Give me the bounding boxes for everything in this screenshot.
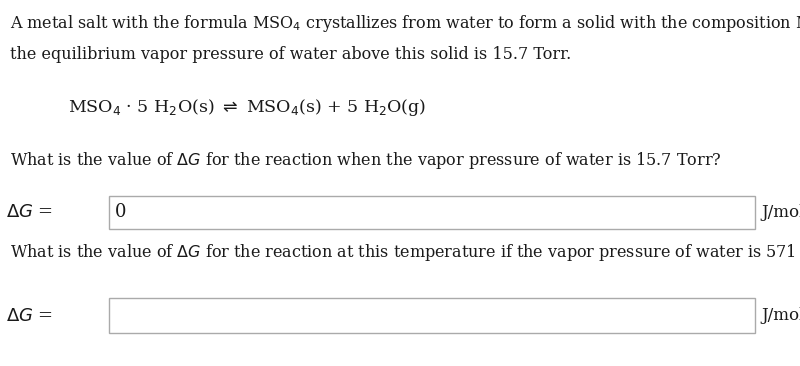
- Text: A metal salt with the formula MSO$_4$ crystallizes from water to form a solid wi: A metal salt with the formula MSO$_4$ cr…: [10, 13, 800, 34]
- Text: $\Delta G$ =: $\Delta G$ =: [6, 203, 54, 221]
- Text: MSO$_4$ · 5 H$_2$O(s) $\rightleftharpoons$ MSO$_4$(s) + 5 H$_2$O(g): MSO$_4$ · 5 H$_2$O(s) $\rightleftharpoon…: [68, 97, 426, 118]
- Text: J/mol: J/mol: [762, 204, 800, 221]
- Text: 0: 0: [115, 203, 126, 221]
- FancyBboxPatch shape: [109, 196, 755, 229]
- Text: What is the value of $\Delta G$ for the reaction when the vapor pressure of wate: What is the value of $\Delta G$ for the …: [10, 150, 722, 171]
- FancyBboxPatch shape: [109, 298, 755, 333]
- Text: $\Delta G$ =: $\Delta G$ =: [6, 307, 54, 325]
- Text: What is the value of $\Delta G$ for the reaction at this temperature if the vapo: What is the value of $\Delta G$ for the …: [10, 242, 800, 262]
- Text: J/mol: J/mol: [762, 307, 800, 324]
- Text: the equilibrium vapor pressure of water above this solid is 15.7 Torr.: the equilibrium vapor pressure of water …: [10, 46, 571, 63]
